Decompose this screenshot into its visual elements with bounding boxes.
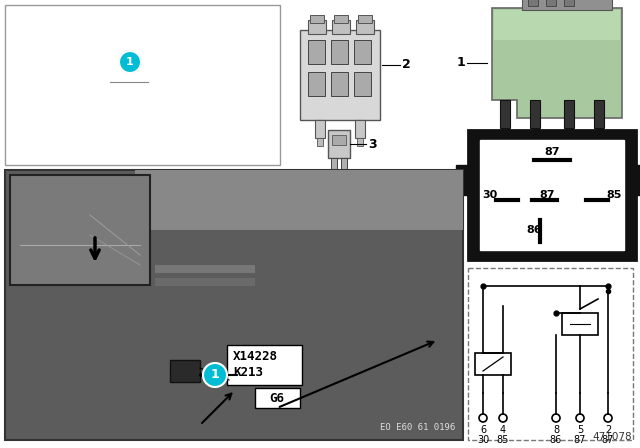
Bar bbox=[564, 100, 574, 128]
Bar bbox=[468, 130, 636, 260]
Bar bbox=[358, 15, 372, 23]
Bar bbox=[354, 72, 371, 96]
Bar bbox=[480, 140, 624, 250]
Bar bbox=[308, 40, 325, 64]
Bar bbox=[530, 100, 540, 128]
Text: 3: 3 bbox=[368, 138, 376, 151]
Text: EO E60 61 0196: EO E60 61 0196 bbox=[380, 423, 455, 432]
Bar bbox=[564, 0, 574, 6]
Bar bbox=[5, 5, 280, 165]
Text: 4: 4 bbox=[500, 425, 506, 435]
Bar bbox=[355, 120, 365, 138]
Bar bbox=[357, 138, 363, 146]
Polygon shape bbox=[160, 320, 190, 385]
Bar bbox=[356, 20, 374, 34]
Bar bbox=[308, 72, 325, 96]
Bar bbox=[468, 268, 633, 440]
Text: 87: 87 bbox=[574, 435, 586, 445]
Text: 87: 87 bbox=[544, 147, 560, 157]
Bar bbox=[595, 128, 603, 134]
Bar bbox=[331, 72, 348, 96]
Text: 1: 1 bbox=[456, 56, 465, 69]
Bar bbox=[317, 138, 323, 146]
Text: 87: 87 bbox=[540, 190, 555, 200]
Bar bbox=[227, 345, 302, 385]
Bar bbox=[546, 0, 556, 6]
Bar bbox=[155, 265, 255, 273]
Text: 86: 86 bbox=[550, 435, 562, 445]
Bar bbox=[501, 128, 509, 134]
Bar bbox=[328, 130, 350, 158]
Bar bbox=[500, 100, 510, 128]
Bar bbox=[354, 40, 371, 64]
Bar bbox=[10, 175, 150, 285]
Text: 1: 1 bbox=[126, 57, 134, 67]
Bar bbox=[308, 20, 326, 34]
Bar bbox=[528, 0, 538, 6]
Text: 1: 1 bbox=[211, 369, 220, 382]
Bar bbox=[300, 30, 380, 120]
Bar bbox=[155, 278, 255, 286]
Text: 2: 2 bbox=[605, 425, 611, 435]
Text: 87: 87 bbox=[602, 435, 614, 445]
Bar bbox=[5, 170, 463, 440]
Bar bbox=[332, 135, 346, 145]
Text: X14228: X14228 bbox=[233, 350, 278, 363]
Bar bbox=[334, 15, 348, 23]
Polygon shape bbox=[185, 290, 453, 435]
Bar bbox=[634, 165, 640, 195]
Bar bbox=[315, 120, 325, 138]
Text: 8: 8 bbox=[553, 425, 559, 435]
Bar bbox=[562, 313, 598, 335]
Bar bbox=[494, 10, 620, 40]
Text: 6: 6 bbox=[480, 425, 486, 435]
Bar bbox=[135, 170, 463, 230]
Circle shape bbox=[203, 363, 227, 387]
Text: 30: 30 bbox=[477, 435, 489, 445]
Bar bbox=[255, 388, 300, 408]
Circle shape bbox=[119, 51, 141, 73]
Text: G6: G6 bbox=[269, 392, 285, 405]
Text: 5: 5 bbox=[577, 425, 583, 435]
Bar bbox=[565, 128, 573, 134]
Bar bbox=[531, 128, 539, 134]
Text: 30: 30 bbox=[483, 190, 498, 200]
Bar bbox=[594, 100, 604, 128]
Bar bbox=[475, 353, 511, 375]
Bar bbox=[331, 158, 337, 170]
Bar bbox=[341, 158, 347, 170]
Bar bbox=[331, 40, 348, 64]
Polygon shape bbox=[180, 175, 458, 250]
Bar bbox=[456, 165, 470, 195]
Text: K213: K213 bbox=[233, 366, 263, 379]
Polygon shape bbox=[492, 8, 622, 118]
Text: 85: 85 bbox=[497, 435, 509, 445]
Bar bbox=[522, 0, 612, 10]
Text: 86: 86 bbox=[526, 225, 542, 235]
Text: 2: 2 bbox=[402, 59, 411, 72]
Bar bbox=[310, 15, 324, 23]
Bar bbox=[170, 360, 200, 382]
Text: 471078: 471078 bbox=[593, 432, 632, 442]
Text: 85: 85 bbox=[606, 190, 621, 200]
Bar bbox=[332, 20, 350, 34]
